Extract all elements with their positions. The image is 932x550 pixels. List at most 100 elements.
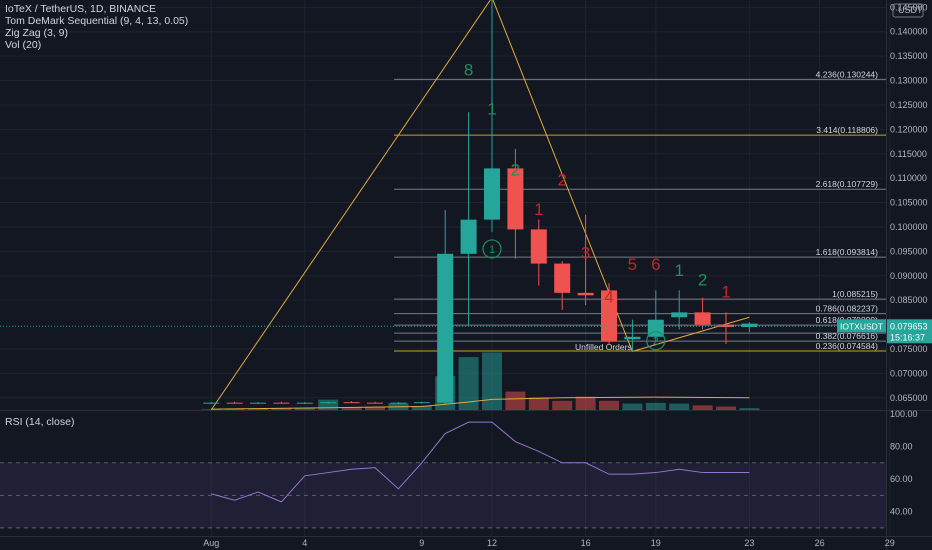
price-tick-label: 0.145000	[890, 2, 928, 12]
td-circle	[646, 331, 666, 351]
fib-level-label: 0.236(0.074584)	[816, 341, 879, 351]
volume-bar	[341, 407, 362, 410]
candle-body	[530, 229, 547, 264]
candle-body	[413, 402, 430, 404]
currency-box	[892, 3, 924, 18]
volume-bar	[622, 403, 643, 410]
volume-bar	[692, 405, 713, 410]
volume-bar	[224, 408, 245, 410]
td-circle-label: 2	[653, 336, 659, 348]
td-count-label: 1	[487, 100, 496, 119]
volume-bar	[294, 407, 315, 410]
candle-body	[624, 336, 641, 340]
candle-body	[343, 402, 360, 404]
candle-body	[671, 312, 688, 318]
price-tick-label: 0.125000	[890, 100, 928, 110]
td-count-label: 6	[651, 255, 660, 274]
unfilled-orders-label: Unfilled Orders	[575, 342, 632, 352]
time-tick-label: 12	[487, 538, 497, 548]
currency-label: USDT	[898, 5, 923, 15]
fib-level-label: 1(0.085215)	[832, 289, 878, 299]
price-tick-label: 0.130000	[890, 76, 928, 86]
fib-level-label: 0.786(0.082237)	[816, 304, 879, 314]
time-tick-label: 9	[419, 538, 424, 548]
candle-body	[437, 253, 454, 403]
price-tick-label: 0.140000	[890, 27, 928, 37]
volume-ma-line	[211, 396, 750, 410]
candle-body	[460, 219, 477, 254]
candle-body	[694, 312, 711, 325]
volume-bar	[505, 391, 526, 410]
candle-body	[273, 402, 290, 404]
rsi-line	[211, 421, 750, 503]
rsi-tick-label: 60.00	[890, 474, 913, 484]
symbol-title[interactable]: IoTeX / TetherUS, 1D, BINANCE	[5, 3, 156, 15]
volume-bar	[482, 352, 502, 410]
price-tick-label: 0.135000	[890, 51, 928, 61]
symbol-badge	[837, 319, 886, 333]
price-tick-label: 0.120000	[890, 124, 928, 134]
time-tick-label: 19	[651, 538, 661, 548]
volume-bar	[552, 400, 573, 410]
symbol-badge-text: IOTXUSDT	[840, 321, 883, 331]
time-tick-label: 4	[302, 538, 307, 548]
indicator-zigzag[interactable]: Zig Zag (3, 9)	[5, 27, 69, 39]
candle-body	[226, 402, 243, 404]
candle-body	[577, 292, 594, 296]
price-tick-label: 0.070000	[890, 368, 928, 378]
rsi-tick-label: 40.00	[890, 507, 913, 517]
zigzag-line	[210, 0, 750, 411]
candle-body	[367, 402, 383, 404]
candles[interactable]	[203, 0, 758, 405]
volume-bar	[716, 406, 736, 410]
td-count-label: 3	[581, 244, 590, 263]
volume-bar	[458, 357, 479, 410]
volume-bar	[645, 402, 666, 410]
last-price-badge	[887, 319, 932, 344]
time-tick-label: 16	[581, 538, 591, 548]
rsi-legend[interactable]: RSI (14, close)	[5, 416, 75, 428]
td-count-label: 2	[511, 161, 520, 180]
td-count-label: 2	[557, 170, 566, 189]
td-count-label: 1	[674, 261, 683, 280]
time-tick-label: 23	[744, 538, 754, 548]
candle-body	[554, 263, 571, 293]
td-count-label: 1	[534, 200, 543, 219]
zigzag-polyline	[210, 0, 750, 411]
candle-body	[250, 402, 266, 404]
indicator-td-sequential[interactable]: Tom DeMark Sequential (9, 4, 13, 0.05)	[5, 15, 189, 27]
time-tick-label: Aug	[203, 538, 219, 548]
td-count-label: 4	[604, 288, 613, 307]
td-count-label: 5	[628, 255, 637, 274]
price-tick-label: 0.110000	[890, 173, 927, 183]
indicator-volume[interactable]: Vol (20)	[5, 39, 42, 51]
td-circle-label: 1	[489, 244, 495, 256]
candle-body	[296, 402, 313, 404]
fib-level-label: 2.618(0.107729)	[816, 179, 879, 189]
fib-level-label: 4.236(0.130244)	[816, 69, 879, 79]
volume-bar	[669, 403, 690, 410]
td-count-label: 8	[464, 61, 473, 80]
time-tick-label: 26	[815, 538, 825, 548]
fib-level-label: 1.618(0.093814)	[816, 247, 879, 257]
td-circle	[482, 239, 502, 259]
td-count-label: 2	[698, 271, 707, 290]
candle-body	[320, 402, 337, 404]
volume-bar	[411, 405, 432, 410]
price-tick-label: 0.085000	[890, 295, 928, 305]
candle-body	[507, 168, 524, 230]
rsi-tick-label: 80.00	[890, 442, 913, 452]
td-count-label: 1	[721, 283, 730, 302]
time-tick-label: 29	[885, 538, 895, 548]
price-tick-label: 0.100000	[890, 222, 928, 232]
chart-legend: IoTeX / TetherUS, 1D, BINANCE Tom DeMark…	[5, 3, 188, 51]
candle-body	[741, 323, 758, 328]
price-tick-label: 0.065000	[890, 393, 928, 403]
price-tick-label: 0.090000	[890, 271, 928, 281]
volume-bar	[575, 396, 596, 410]
